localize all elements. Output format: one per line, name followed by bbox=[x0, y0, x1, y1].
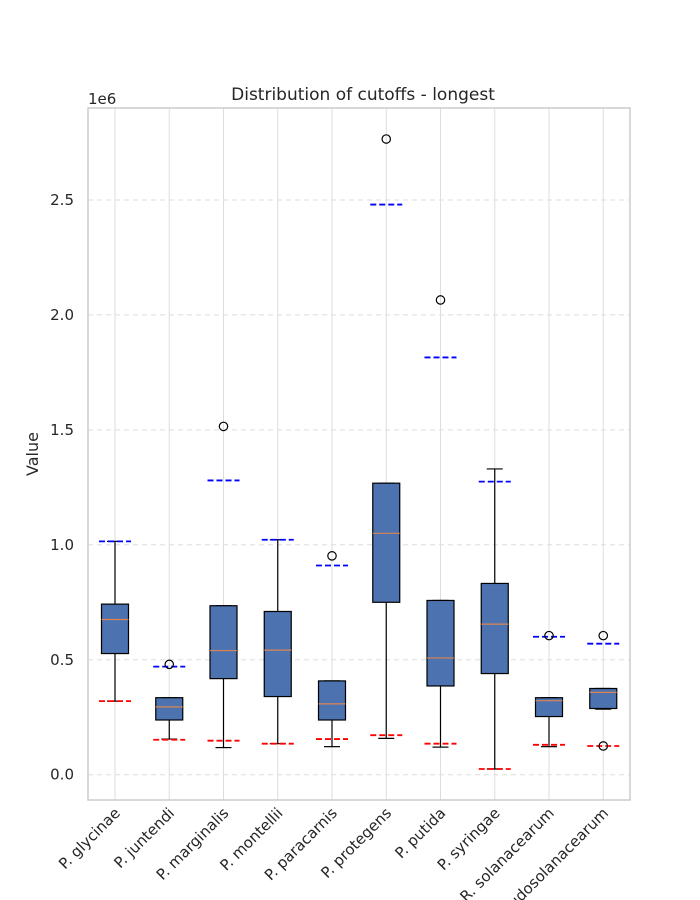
chart-title: Distribution of cutoffs - longest bbox=[231, 85, 495, 105]
box bbox=[534, 697, 564, 718]
box bbox=[100, 603, 130, 655]
y-tick-label: 2.5 bbox=[50, 191, 74, 209]
box bbox=[317, 680, 347, 721]
box bbox=[155, 697, 184, 721]
y-tick-label: 1.5 bbox=[50, 421, 74, 439]
y-tick-label: 1.0 bbox=[50, 536, 74, 554]
y-axis-multiplier: 1e6 bbox=[88, 90, 116, 108]
box-group bbox=[316, 551, 348, 748]
box-group bbox=[478, 468, 511, 770]
outlier-point bbox=[598, 630, 609, 641]
box bbox=[480, 582, 509, 675]
box-group bbox=[207, 421, 240, 749]
box-group bbox=[424, 295, 457, 748]
box bbox=[589, 687, 618, 710]
plot-frame bbox=[87, 107, 631, 801]
y-tick-label: 2.0 bbox=[50, 306, 74, 324]
box bbox=[372, 482, 401, 603]
marks-layer bbox=[99, 134, 620, 770]
box bbox=[209, 605, 238, 680]
outlier-point bbox=[164, 659, 175, 670]
y-tick-label: 0.0 bbox=[50, 766, 74, 784]
outlier-point bbox=[327, 551, 337, 561]
outlier-point bbox=[598, 741, 609, 751]
outlier-point bbox=[218, 421, 229, 432]
box bbox=[426, 599, 455, 687]
box-group bbox=[261, 538, 294, 745]
y-tick-labels: 0.0 0.5 1.0 1.5 2.0 2.5 bbox=[50, 191, 74, 784]
box-group bbox=[99, 540, 131, 703]
box-group bbox=[153, 659, 186, 741]
outlier-point bbox=[544, 630, 554, 641]
box-group bbox=[587, 630, 620, 751]
outlier-point bbox=[381, 134, 392, 144]
box bbox=[263, 610, 292, 698]
box-group bbox=[533, 630, 565, 748]
grid-layer bbox=[88, 108, 630, 800]
box-group bbox=[370, 134, 403, 739]
y-tick-label: 0.5 bbox=[50, 651, 74, 669]
outlier-point bbox=[435, 295, 446, 305]
y-axis-label: Value bbox=[23, 432, 42, 476]
